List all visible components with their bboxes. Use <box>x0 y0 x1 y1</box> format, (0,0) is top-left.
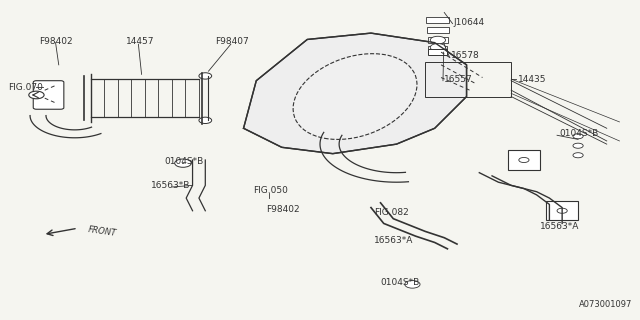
Text: 0104S*B: 0104S*B <box>164 157 203 166</box>
Circle shape <box>519 157 529 163</box>
Text: J10644: J10644 <box>454 18 485 27</box>
Text: 14457: 14457 <box>125 36 154 45</box>
Ellipse shape <box>293 54 417 140</box>
Circle shape <box>175 159 191 167</box>
Circle shape <box>573 143 583 148</box>
Circle shape <box>29 91 44 99</box>
Circle shape <box>430 36 445 44</box>
Bar <box>427 28 449 33</box>
Circle shape <box>573 153 583 158</box>
Text: 16557: 16557 <box>444 75 473 84</box>
Circle shape <box>404 281 420 288</box>
Text: F98407: F98407 <box>215 36 248 45</box>
Bar <box>426 17 449 23</box>
Text: FIG.082: FIG.082 <box>374 208 409 217</box>
Bar <box>428 49 447 55</box>
Text: 0104S*B: 0104S*B <box>559 129 598 138</box>
Circle shape <box>199 73 212 79</box>
Text: 16563*A: 16563*A <box>540 222 579 231</box>
Text: 14435: 14435 <box>518 75 546 84</box>
Text: FRONT: FRONT <box>88 225 117 238</box>
Text: 16578: 16578 <box>451 51 479 60</box>
Text: 16563*A: 16563*A <box>374 236 413 245</box>
Text: F98402: F98402 <box>40 36 73 45</box>
Bar <box>428 37 448 43</box>
Circle shape <box>199 117 212 124</box>
Circle shape <box>573 134 583 139</box>
Text: F98402: F98402 <box>266 205 300 214</box>
Text: FIG.070: FIG.070 <box>8 83 43 92</box>
Text: A073001097: A073001097 <box>579 300 632 309</box>
Circle shape <box>557 208 567 213</box>
FancyBboxPatch shape <box>33 81 64 109</box>
Text: 0104S*B: 0104S*B <box>381 278 420 287</box>
Text: 16563*B: 16563*B <box>151 181 191 190</box>
Text: FIG.050: FIG.050 <box>253 186 288 195</box>
Circle shape <box>430 44 445 51</box>
Bar <box>428 46 447 52</box>
Bar <box>546 201 578 220</box>
Polygon shape <box>244 33 467 154</box>
Bar <box>508 150 540 170</box>
